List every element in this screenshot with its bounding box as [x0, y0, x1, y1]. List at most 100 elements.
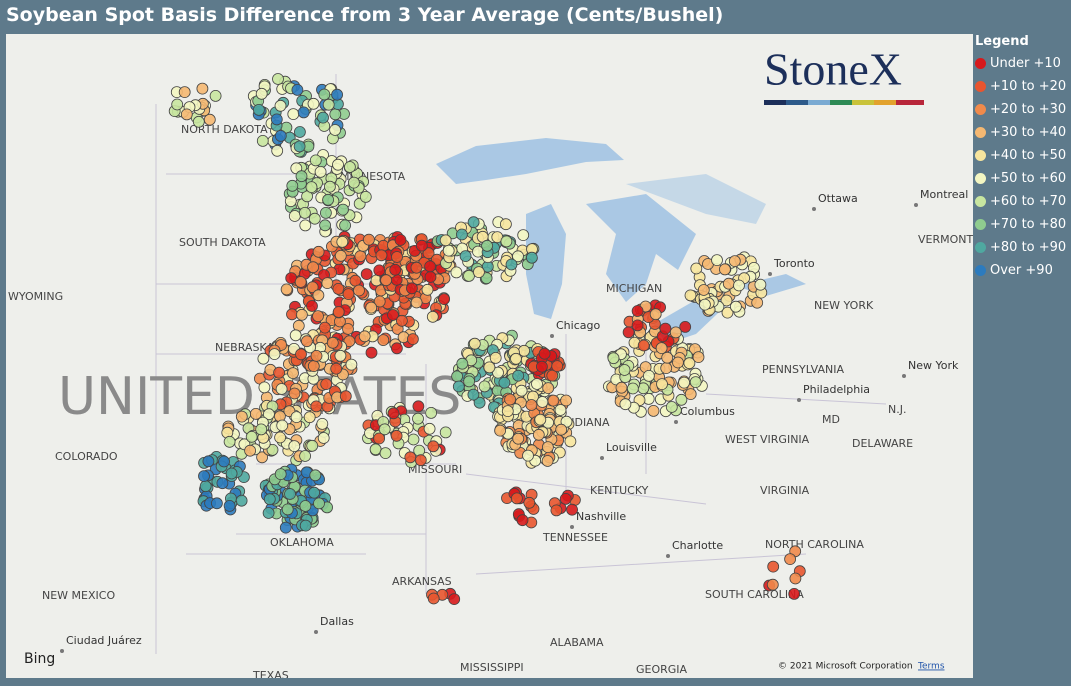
data-point — [564, 435, 577, 448]
state-label: SOUTH DAKOTA — [179, 236, 266, 249]
data-point — [268, 348, 281, 361]
state-label: NORTH DAKOTA — [181, 123, 268, 136]
data-point — [394, 234, 407, 246]
legend-label: Over +90 — [990, 263, 1053, 278]
data-point — [306, 300, 318, 312]
state-label: VERMONT — [918, 233, 973, 246]
data-point — [322, 193, 335, 206]
data-point — [390, 429, 403, 442]
data-point — [607, 352, 620, 365]
data-point — [720, 294, 733, 307]
data-point — [339, 390, 352, 403]
data-point — [178, 86, 191, 98]
data-point — [672, 356, 684, 369]
legend-title: Legend — [975, 34, 1029, 49]
data-point — [300, 335, 313, 348]
data-point — [306, 281, 319, 294]
city-marker — [60, 649, 64, 653]
data-point — [421, 283, 434, 296]
data-point — [303, 411, 316, 424]
data-point — [413, 444, 426, 457]
data-point — [299, 450, 312, 462]
data-point — [679, 320, 692, 333]
legend-swatch — [975, 127, 986, 138]
state-label: DELAWARE — [852, 437, 913, 450]
data-point — [684, 388, 697, 401]
city-marker — [600, 456, 604, 460]
data-point — [293, 140, 306, 153]
legend-label: +50 to +60 — [990, 171, 1067, 186]
data-point — [255, 87, 268, 100]
legend-item[interactable]: Over +90 — [975, 256, 1066, 285]
data-point — [288, 387, 301, 400]
data-point — [439, 234, 452, 247]
legend-item[interactable]: +40 to +50 — [975, 141, 1066, 170]
data-point — [360, 268, 373, 281]
terms-link[interactable]: Terms — [917, 662, 945, 672]
data-points — [168, 73, 806, 605]
data-point — [256, 451, 269, 464]
state-label: NEW YORK — [814, 299, 874, 312]
data-point — [316, 417, 329, 430]
legend-item[interactable]: +60 to +70 — [975, 187, 1066, 216]
data-point — [192, 115, 205, 128]
data-point — [425, 406, 438, 419]
data-point — [297, 106, 310, 119]
city-label: Charlotte — [672, 539, 723, 552]
legend-swatch — [975, 150, 986, 161]
legend-item[interactable]: +50 to +60 — [975, 164, 1066, 193]
data-point — [255, 423, 268, 436]
logo: StoneX — [764, 44, 924, 105]
data-point — [448, 593, 461, 605]
data-point — [518, 344, 530, 357]
data-point — [631, 305, 644, 317]
legend-item[interactable]: +30 to +40 — [975, 118, 1066, 147]
data-point — [312, 245, 325, 258]
legend-label: +60 to +70 — [990, 194, 1067, 209]
legend-item[interactable]: +80 to +90 — [975, 233, 1066, 262]
city-marker — [314, 630, 318, 634]
data-point — [289, 329, 302, 342]
data-point — [531, 378, 543, 390]
data-point — [510, 492, 523, 505]
data-point — [500, 235, 513, 248]
data-point — [362, 233, 375, 246]
data-point — [345, 358, 358, 371]
data-point — [307, 97, 320, 110]
data-point — [405, 282, 418, 295]
legend-item[interactable]: +70 to +80 — [975, 210, 1066, 239]
data-point — [481, 239, 494, 252]
legend-item[interactable]: +10 to +20 — [975, 72, 1066, 101]
city-label: Nashville — [576, 510, 626, 523]
data-point — [415, 239, 428, 252]
data-point — [627, 382, 639, 395]
data-point — [427, 592, 440, 605]
legend-item[interactable]: Under +10 — [975, 49, 1066, 78]
city-label: New York — [908, 359, 959, 372]
state-label: MISSOURI — [408, 463, 462, 476]
lakes — [436, 138, 806, 344]
data-point — [343, 161, 356, 173]
data-point — [467, 388, 480, 401]
data-point — [284, 488, 296, 500]
legend-item[interactable]: +20 to +30 — [975, 95, 1066, 124]
data-point — [407, 433, 420, 446]
data-point — [547, 394, 560, 407]
data-point — [395, 314, 408, 327]
city-marker — [768, 272, 772, 276]
data-point — [494, 424, 507, 437]
data-point — [649, 308, 662, 321]
data-point — [754, 278, 767, 291]
data-point — [722, 277, 735, 290]
city-marker — [812, 207, 816, 211]
data-point — [456, 357, 469, 370]
data-point — [373, 432, 386, 445]
data-point — [512, 432, 525, 445]
data-point — [365, 346, 378, 359]
data-point — [347, 176, 360, 189]
data-point — [542, 441, 554, 454]
data-point — [299, 519, 312, 532]
data-point — [669, 326, 682, 339]
data-point — [711, 254, 723, 267]
